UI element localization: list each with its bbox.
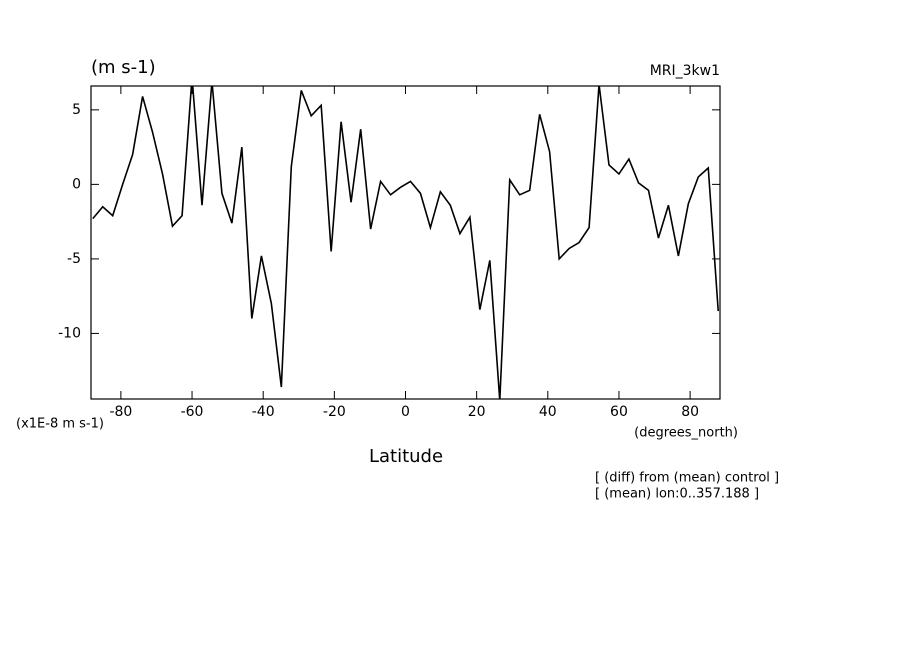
scale-label: (x1E-8 m s-1): [16, 417, 104, 432]
annotation: [ (diff) from (mean) control ]: [595, 471, 779, 486]
x-unit-label: (degrees_north): [634, 426, 738, 441]
y-tick-label: -5: [67, 251, 81, 267]
x-tick-label: 40: [539, 404, 557, 420]
x-tick-label: -60: [181, 404, 204, 420]
x-axis-label: Latitude: [369, 446, 443, 467]
x-tick-label: 60: [610, 404, 628, 420]
x-tick-label: 80: [681, 404, 699, 420]
x-tick-label: 0: [401, 404, 410, 420]
x-tick-label: -80: [109, 404, 132, 420]
y-tick-label: 0: [72, 176, 81, 192]
annotation: [ (mean) lon:0..357.188 ]: [595, 487, 759, 502]
x-tick-label: 20: [468, 404, 486, 420]
x-tick-label: -20: [323, 404, 346, 420]
data-line: [92, 86, 720, 399]
y-tick-label: -10: [58, 325, 81, 341]
y-tick-label: 5: [72, 102, 81, 118]
chart-subtitle: MRI_3kw1: [650, 63, 720, 79]
x-tick-label: -40: [252, 404, 275, 420]
chart-title: (m s-1): [91, 57, 156, 78]
